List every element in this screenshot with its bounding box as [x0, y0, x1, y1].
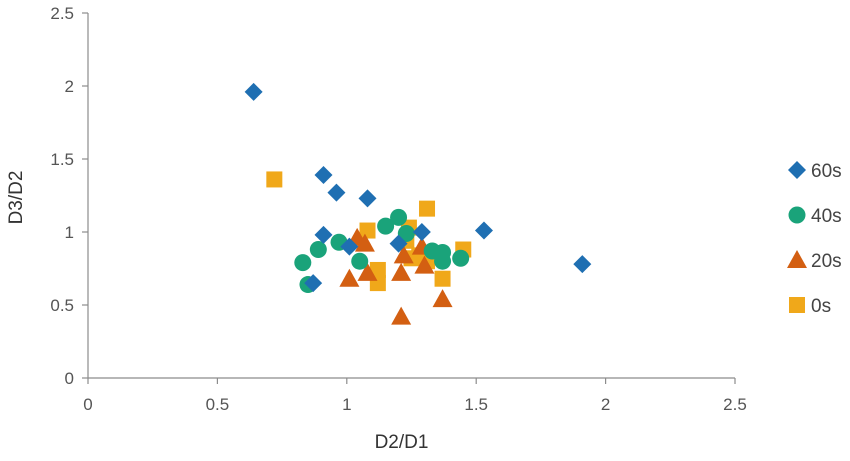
data-point-60s	[474, 221, 493, 240]
y-tick-label: 0	[65, 369, 74, 388]
data-point-40s	[294, 254, 312, 272]
data-point-40s	[390, 208, 408, 226]
legend-item-40s: 40s	[788, 206, 842, 227]
data-point-60s	[573, 255, 592, 274]
series-40s	[294, 208, 470, 294]
legend-item-0s: 0s	[789, 296, 831, 317]
x-axis-title: D2/D1	[375, 432, 429, 453]
legend-label: 20s	[811, 251, 842, 272]
data-point-60s	[389, 234, 408, 253]
legend-marker-diamond	[788, 161, 806, 179]
legend-label: 0s	[811, 296, 831, 317]
legend-label: 60s	[811, 161, 842, 182]
x-tick-label: 0.5	[206, 395, 230, 414]
data-point-40s	[397, 224, 415, 242]
data-point-40s	[452, 249, 470, 267]
data-point-20s	[339, 268, 360, 287]
x-tick-label: 1	[342, 395, 351, 414]
data-point-20s	[357, 262, 378, 281]
legend-marker-circle	[788, 206, 806, 224]
data-point-20s	[354, 233, 375, 252]
y-tick-label: 2	[65, 77, 74, 96]
legend-item-60s: 60s	[788, 161, 842, 182]
y-tick-label: 1	[65, 223, 74, 242]
data-point-60s	[358, 189, 377, 208]
y-tick-label: 1.5	[50, 150, 74, 169]
data-points	[244, 82, 592, 325]
data-point-20s	[391, 306, 412, 325]
data-point-60s	[340, 237, 359, 256]
x-tick-label: 2	[601, 395, 610, 414]
data-point-20s	[414, 255, 435, 274]
data-point-60s	[314, 166, 333, 185]
data-point-60s	[244, 82, 263, 101]
legend-marker-square	[789, 297, 805, 313]
data-point-60s	[304, 274, 323, 293]
data-point-20s	[391, 262, 412, 281]
data-point-40s	[351, 252, 369, 270]
y-tick-label: 2.5	[50, 4, 74, 23]
data-point-40s	[434, 252, 452, 270]
axes: 0 0.5 1 1.5 2 2.5 0 0.5 1 1.5 2 2.5	[50, 4, 746, 414]
data-point-60s	[314, 225, 333, 244]
x-tick-label: 0	[83, 395, 92, 414]
data-point-60s	[412, 223, 431, 241]
series-60s	[244, 82, 592, 293]
data-point-60s	[327, 183, 346, 202]
y-tick-label: 0.5	[50, 296, 74, 315]
data-point-20s	[393, 245, 414, 264]
data-point-0s	[419, 200, 436, 217]
x-tick-label: 2.5	[723, 395, 747, 414]
data-point-40s	[377, 217, 395, 235]
data-point-0s	[359, 222, 376, 239]
legend-item-20s: 20s	[787, 250, 842, 272]
y-axis-title: D3/D2	[6, 171, 27, 225]
legend: 60s 40s 20s 0s	[787, 161, 842, 317]
data-point-0s	[434, 270, 451, 287]
x-tick-label: 1.5	[464, 395, 488, 414]
data-point-40s	[309, 241, 327, 259]
data-point-20s	[432, 289, 453, 308]
legend-marker-triangle	[787, 250, 807, 268]
legend-label: 40s	[811, 206, 842, 227]
data-point-0s	[369, 261, 386, 278]
data-point-0s	[266, 171, 283, 188]
